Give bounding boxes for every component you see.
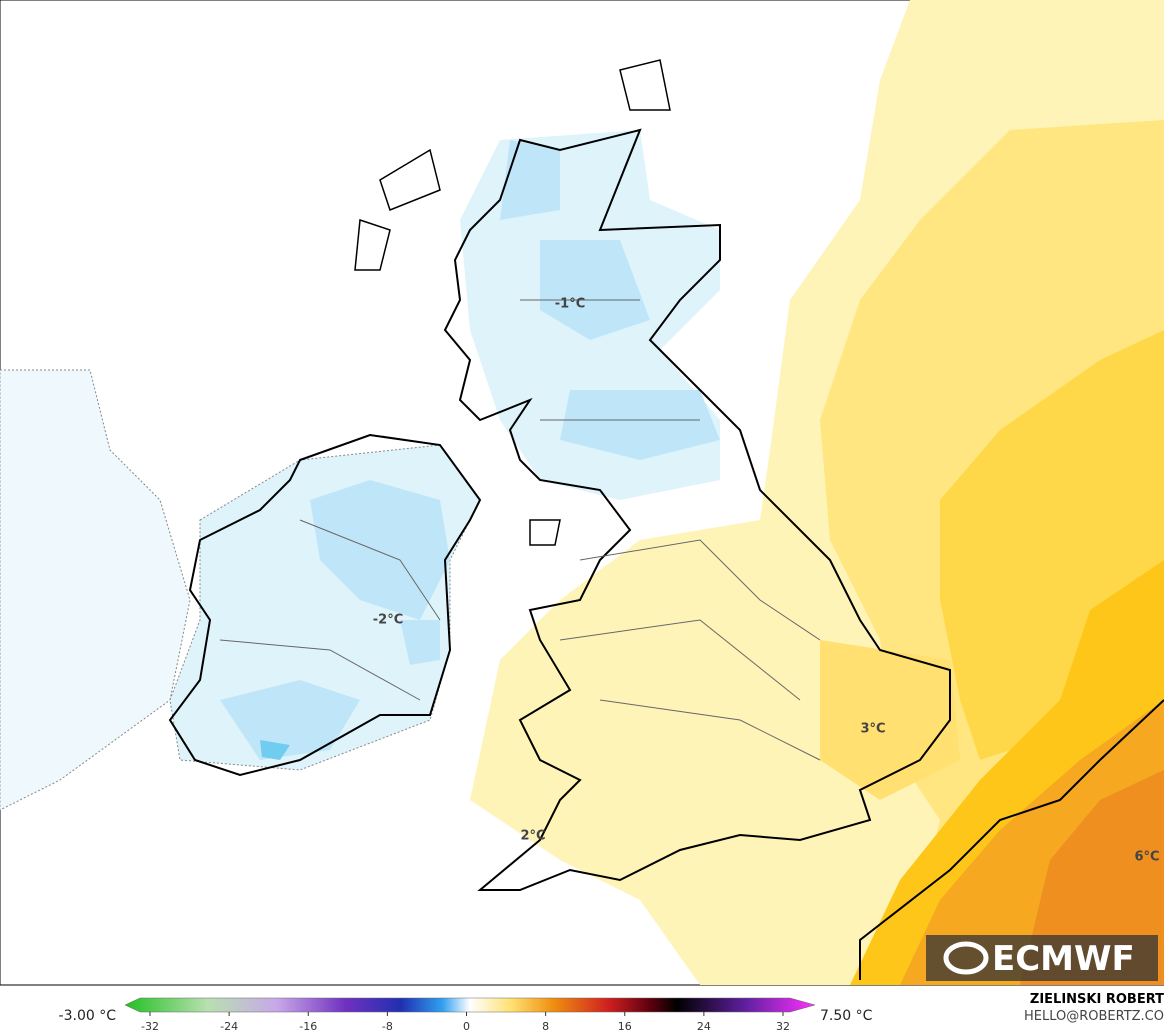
colorbar-tick-label: -32 <box>141 1020 159 1033</box>
cold-field <box>220 480 450 760</box>
coastline <box>168 433 482 777</box>
colorbar <box>124 997 816 1013</box>
colorbar-min: -3.00 °C <box>59 1008 117 1024</box>
temp-label: 3°C <box>860 722 885 737</box>
temp-label: 2°C <box>520 829 545 844</box>
colorbar-tick-label: -8 <box>382 1020 393 1033</box>
boundary <box>219 299 821 761</box>
colorbar-tick-label: 8 <box>542 1020 549 1033</box>
logo-icon <box>943 941 989 975</box>
colorbar-max: 7.50 °C <box>820 1008 873 1024</box>
colorbar-tick-label: -24 <box>220 1020 238 1033</box>
colorbar-tick-label: 24 <box>697 1020 711 1033</box>
cold-field <box>0 369 191 811</box>
colorbar-tick-label: 32 <box>776 1020 790 1033</box>
temp-label: 6°C <box>1134 850 1159 865</box>
logo: ECMWF <box>992 939 1135 979</box>
island <box>354 59 671 546</box>
colorbar-tick-label: 0 <box>463 1020 470 1033</box>
colorbar-tick-label: 16 <box>618 1020 632 1033</box>
coastline <box>859 699 1164 980</box>
credit-name: ZIELINSKI ROBERT <box>1030 992 1164 1007</box>
warm-field <box>820 640 960 800</box>
coastline <box>443 128 951 891</box>
cold-field <box>260 740 290 760</box>
temp-label: -1°C <box>555 297 585 312</box>
colorbar-tick-label: -16 <box>299 1020 317 1033</box>
temp-label: -2°C <box>373 613 403 628</box>
warm-field <box>1020 770 1164 985</box>
credit-email: HELLO@ROBERTZ.CO <box>1024 1009 1164 1024</box>
